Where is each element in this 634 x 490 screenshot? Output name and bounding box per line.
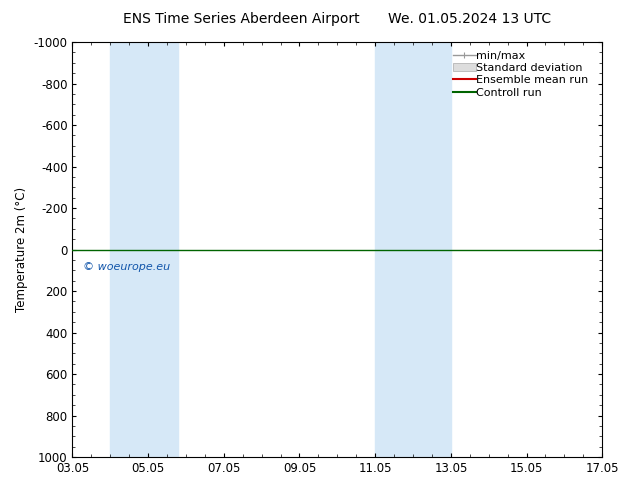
Bar [375,42,451,457]
Text: ENS Time Series Aberdeen Airport: ENS Time Series Aberdeen Airport [122,12,359,26]
Text: © woeurope.eu: © woeurope.eu [83,262,170,272]
Y-axis label: Temperature 2m (°C): Temperature 2m (°C) [15,187,28,312]
Bar [110,42,178,457]
Legend: min/max, Standard deviation, Ensemble mean run, Controll run: min/max, Standard deviation, Ensemble me… [450,48,597,101]
Text: We. 01.05.2024 13 UTC: We. 01.05.2024 13 UTC [387,12,551,26]
